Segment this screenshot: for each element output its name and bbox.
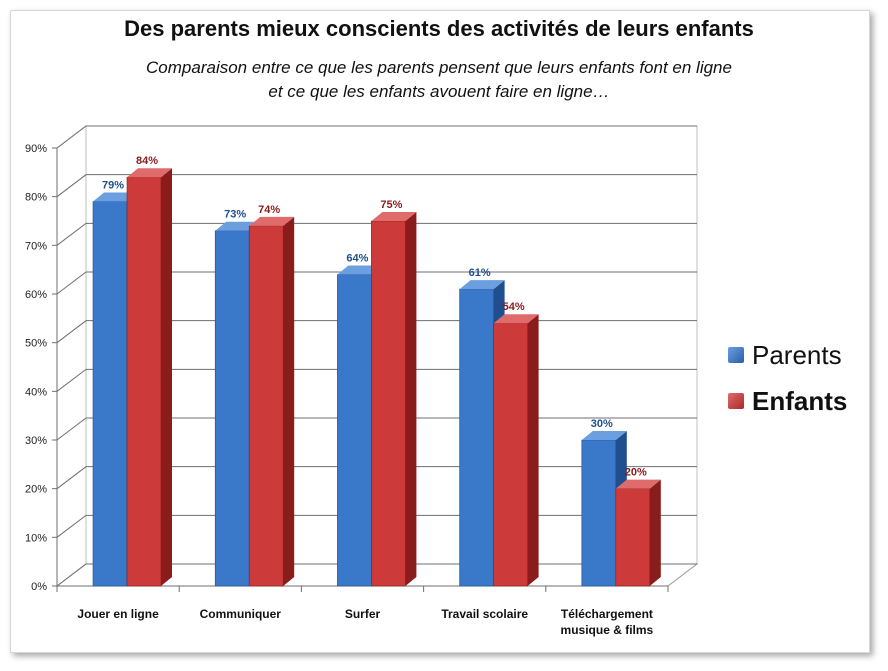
legend-item-enfants: Enfants [728,386,847,416]
data-label-enfants-2: 75% [380,199,402,211]
gridline [56,125,697,149]
y-tick-label: 60% [25,289,47,301]
y-tick-label: 50% [25,338,47,350]
gridline [56,222,697,246]
y-tick-label: 10% [25,532,47,544]
x-category-label: Surfer [345,607,381,621]
data-label-enfants-1: 74% [258,204,280,216]
bar-side-enfants-4 [649,479,661,586]
data-label-parents-0: 79% [102,180,124,192]
bar-parents-0 [92,201,128,587]
data-label-enfants-3: 54% [503,301,525,313]
bar-side-enfants-3 [527,314,539,586]
bar-enfants-0 [126,176,162,587]
x-category-label: Téléchargement [561,607,653,621]
bar-enfants-1 [248,225,284,587]
x-category-label: Travail scolaire [441,607,528,621]
legend-swatch-enfants [728,393,744,409]
bar-parents-2 [337,274,372,587]
bar-parents-1 [214,230,250,587]
data-label-parents-2: 64% [346,253,368,265]
legend-label-parents: Parents [752,339,842,370]
y-tick-label: 90% [25,143,47,155]
bar-top-parents-3 [459,280,505,290]
bar-enfants-4 [615,488,651,587]
legend-item-parents: Parents [728,340,842,370]
bar-parents-4 [581,439,617,587]
x-category-label: Jouer en ligne [77,607,159,621]
data-label-parents-4: 30% [591,418,613,430]
data-label-parents-1: 73% [224,209,246,221]
bar-top-enfants-4 [615,479,661,489]
bar-side-enfants-2 [405,212,417,586]
y-tick-label: 80% [25,192,47,204]
bar-top-enfants-0 [127,168,172,178]
chart-subtitle-line2: et ce que les enfants avouent faire en l… [268,82,610,101]
bar-top-enfants-3 [493,314,539,324]
chart-title: Des parents mieux conscients des activit… [124,16,754,41]
data-label-enfants-0: 84% [136,155,158,167]
plot-side-wall [56,124,87,588]
bar-enfants-3 [493,322,528,587]
bar-top-enfants-2 [371,212,417,221]
data-label-parents-3: 61% [469,267,491,279]
y-tick-label: 40% [25,386,47,398]
gridline [56,271,697,295]
y-tick-label: 20% [25,484,47,496]
bar-enfants-2 [371,220,406,587]
legend-swatch-parents [728,347,744,363]
x-category-label: Communiquer [200,607,282,621]
y-tick-label: 30% [25,435,47,447]
bar-parents-3 [459,288,494,587]
bar-side-enfants-0 [161,168,172,586]
bar-side-enfants-1 [283,216,295,586]
legend-label-enfants: Enfants [752,385,848,416]
gridline [56,174,697,198]
y-tick-label: 70% [25,240,47,252]
data-label-enfants-4: 20% [625,467,647,479]
x-category-label: musique & films [561,623,654,637]
chart-subtitle-line1: Comparaison entre ce que les parents pen… [146,58,732,77]
bar-top-parents-4 [581,431,627,440]
y-tick-label: 0% [31,581,47,593]
bar-top-enfants-1 [249,216,295,226]
